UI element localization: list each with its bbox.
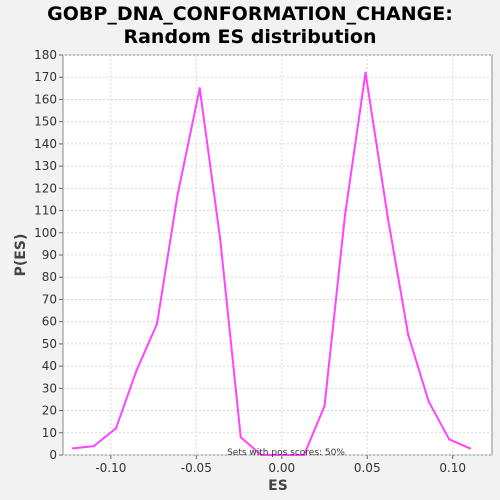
series-line <box>73 71 471 456</box>
y-tick-label: 180 <box>34 48 57 62</box>
x-tick-label: 0.00 <box>268 461 295 475</box>
data-point <box>135 369 138 372</box>
y-tick-label: 140 <box>34 137 57 151</box>
x-tick-label: -0.10 <box>95 461 126 475</box>
y-tick-label: 40 <box>42 359 57 373</box>
x-tick-label: -0.05 <box>181 461 212 475</box>
x-tick-label: 0.10 <box>439 461 466 475</box>
y-tick-label: 80 <box>42 270 57 284</box>
y-tick-label: 130 <box>34 159 57 173</box>
data-point <box>323 404 326 408</box>
x-tick-label: 0.05 <box>354 461 381 475</box>
y-tick-label: 160 <box>34 92 57 106</box>
data-point <box>427 400 430 403</box>
data-point <box>468 447 471 450</box>
data-point <box>386 216 389 219</box>
y-tick-label: 60 <box>42 315 57 329</box>
y-tick-label: 0 <box>49 448 57 462</box>
y-tick-label: 150 <box>34 115 57 129</box>
y-tick-label: 30 <box>42 381 57 395</box>
data-point <box>155 322 159 326</box>
y-tick-label: 70 <box>42 292 57 306</box>
data-point <box>198 87 201 90</box>
data-point <box>407 333 410 337</box>
data-point <box>239 436 242 439</box>
data-point <box>448 438 451 441</box>
chart-title-line1: GOBP_DNA_CONFORMATION_CHANGE: <box>47 3 453 25</box>
y-tick-label: 90 <box>42 248 57 262</box>
data-point <box>92 444 95 448</box>
chart-title-line2: Random ES distribution <box>123 26 377 48</box>
data-point <box>176 193 179 197</box>
y-axis-label: P(ES) <box>13 234 29 277</box>
data-point <box>343 213 347 217</box>
data-point <box>72 447 75 450</box>
data-point <box>280 453 283 457</box>
y-tick-label: 20 <box>42 404 57 418</box>
data-point <box>260 453 263 457</box>
y-tick-label: 10 <box>42 426 57 440</box>
y-tick-label: 170 <box>34 70 57 84</box>
y-tick-label: 50 <box>42 337 57 351</box>
x-axis-label: ES <box>268 478 288 494</box>
pos-scores-annotation: Sets with pos scores: 50% <box>227 448 345 458</box>
data-point <box>219 238 222 241</box>
y-tick-label: 100 <box>34 226 57 240</box>
data-point <box>114 427 118 430</box>
data-point <box>364 71 367 74</box>
y-tick-label: 120 <box>34 181 57 195</box>
data-point <box>302 453 306 457</box>
y-tick-label: 110 <box>34 204 57 218</box>
